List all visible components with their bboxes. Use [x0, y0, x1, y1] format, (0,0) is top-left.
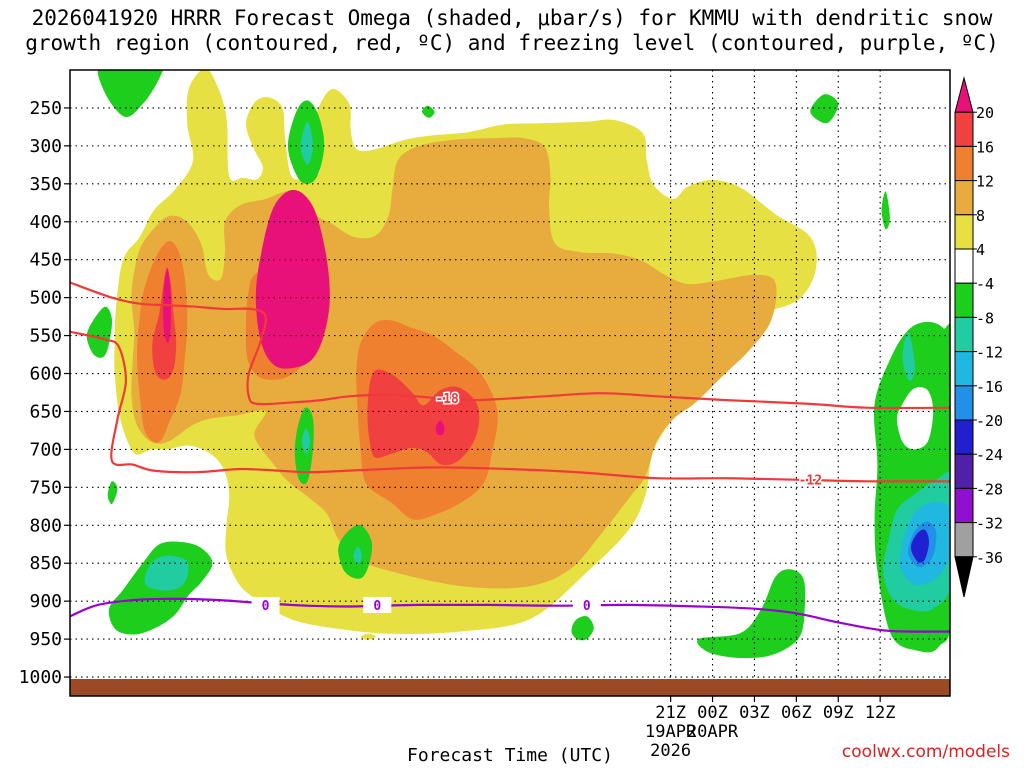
contour-label-freezing: 0 — [583, 599, 591, 614]
navy-region-right — [910, 529, 929, 563]
y-tick-label-300: 300 — [29, 136, 62, 157]
x-date-label-21Z: 19APR — [645, 722, 697, 742]
y-tick-label-600: 600 — [29, 364, 62, 385]
red-region-center — [367, 369, 480, 466]
colorbar-label-16: 16 — [976, 138, 994, 156]
magenta-region-small — [435, 420, 445, 436]
colorbar-swatch — [954, 248, 974, 284]
y-tick-label-900: 900 — [29, 591, 62, 612]
x-axis-label: Forecast Time (UTC) — [407, 745, 613, 766]
x-year-label-21Z: 2026 — [650, 741, 691, 761]
colorbar-bottom-arrow — [954, 556, 974, 598]
x-tick-label-09Z: 09Z — [823, 703, 854, 723]
contour-line-minus12 — [70, 330, 950, 483]
green-region-07z — [571, 615, 594, 641]
y-tick-label-700: 700 — [29, 439, 62, 460]
y-tick-label-650: 650 — [29, 401, 62, 422]
contour-label-bg — [363, 596, 392, 613]
y-tick-label-550: 550 — [29, 326, 62, 347]
contour-label-freezing: 0 — [373, 599, 381, 614]
colorbar-swatch — [954, 214, 974, 250]
colorbar-swatch — [954, 282, 974, 318]
colorbar-swatch — [954, 111, 974, 147]
y-tick-label-500: 500 — [29, 288, 62, 309]
colorbar-label--36: -36 — [976, 549, 1003, 567]
colorbar-swatch — [954, 385, 974, 421]
colorbar-label--32: -32 — [976, 515, 1003, 533]
colorbar-swatch — [954, 145, 974, 182]
colorbar-swatch — [954, 453, 974, 489]
temperature-contours: -12 -18 0 0 0 — [70, 281, 950, 633]
colorbar-label-20: 20 — [976, 104, 994, 122]
teal-region-bottomleft — [144, 555, 189, 591]
y-tick-label-850: 850 — [29, 553, 62, 574]
teal-region-topleft — [123, 70, 127, 71]
contour-label-bg — [251, 596, 280, 613]
colorbar-swatch — [954, 419, 974, 455]
y-tick-label-800: 800 — [29, 515, 62, 536]
colorbar-swatch — [954, 487, 974, 524]
white-hole-right — [896, 387, 934, 450]
ground-surface — [70, 679, 950, 696]
green-region-left-low — [107, 481, 118, 505]
x-tick-label-06Z: 06Z — [781, 703, 812, 723]
plot-frame — [69, 69, 951, 697]
teal-region-01z — [353, 546, 362, 565]
credit-text: coolwx.com/models — [841, 742, 1010, 762]
colorbar-label--8: -8 — [976, 309, 994, 327]
colorbar-swatch — [954, 351, 974, 387]
chart-title-line-2: growth region (contoured, red, ºC) and f… — [25, 31, 999, 55]
teal-region-upper-0z — [300, 121, 313, 165]
colorbar-label-4: 4 — [976, 241, 985, 259]
green-region-top-mid — [421, 105, 435, 118]
x-tick-label-00Z: 00Z — [697, 703, 728, 723]
x-tick-label-12Z: 12Z — [865, 703, 896, 723]
grid-lines — [70, 70, 950, 696]
colorbar-top-arrow — [954, 76, 974, 113]
chart-title-line-1: 2026041920 HRRR Forecast Omega (shaded, … — [31, 6, 993, 30]
yellow-region-small — [360, 633, 376, 640]
y-tick-label-750: 750 — [29, 477, 62, 498]
colorbar-swatch — [954, 522, 974, 558]
green-region-right-upper — [881, 191, 890, 230]
contour-label-minus18: -18 — [435, 392, 459, 407]
colorbar-label--4: -4 — [976, 275, 994, 293]
colorbar-label-12: 12 — [976, 173, 994, 191]
y-tick-label-950: 950 — [29, 629, 62, 650]
contour-line-minus18 — [70, 281, 950, 410]
green-region-bottom-right — [697, 569, 806, 659]
colorbar-label--24: -24 — [976, 446, 1003, 464]
green-region-left-mid — [86, 306, 113, 358]
omega-shading — [86, 70, 950, 659]
colorbar-label--20: -20 — [976, 412, 1003, 430]
colorbar: 20 16 12 8 4 -4 -8 -12 -16 -20 -24 -28 -32 -36 — [954, 76, 1003, 598]
colorbar-label--28: -28 — [976, 480, 1003, 498]
colorbar-label-8: 8 — [976, 207, 985, 225]
pressure-axis: 250 300 350 400 450 500 550 600 650 700 750 800 850 9… — [19, 98, 70, 688]
contour-label-minus12: -12 — [799, 474, 822, 489]
teal-region-right-upper — [902, 331, 916, 382]
y-tick-label-250: 250 — [29, 98, 62, 119]
chart-title: 2026041920 HRRR Forecast Omega (shaded, … — [0, 6, 1024, 56]
x-date-label-00Z: 20APR — [687, 722, 739, 742]
colorbar-swatch — [954, 316, 974, 353]
y-tick-label-450: 450 — [29, 250, 62, 271]
colorbar-label--16: -16 — [976, 378, 1003, 396]
contour-label-freezing: 0 — [262, 599, 270, 614]
teal-region-00z-low — [301, 428, 311, 454]
green-region-topleft — [97, 70, 164, 118]
contour-line-freezing-level — [70, 597, 950, 633]
contour-label-bg — [572, 596, 601, 613]
colorbar-swatch — [954, 180, 974, 216]
green-region-top-right — [810, 94, 839, 124]
y-tick-label-350: 350 — [29, 174, 62, 195]
colorbar-label--12: -12 — [976, 344, 1003, 362]
y-tick-label-1000: 1000 — [19, 667, 62, 688]
x-tick-label-03Z: 03Z — [739, 703, 770, 723]
magenta-region-main — [255, 189, 330, 369]
y-tick-label-400: 400 — [29, 212, 62, 233]
x-tick-label-21Z: 21Z — [655, 703, 686, 723]
